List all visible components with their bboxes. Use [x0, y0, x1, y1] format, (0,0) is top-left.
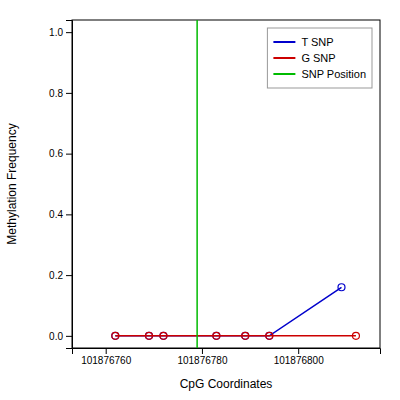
y-axis-title: Methylation Frequency [5, 123, 19, 244]
legend-swatch [273, 41, 295, 43]
tick: 101876780 [177, 348, 227, 366]
tick-mark [66, 154, 72, 155]
x-axis-title: CpG Coordinates [180, 377, 273, 391]
plot-area: 1018767601018767801018768000.00.20.40.60… [49, 20, 380, 366]
legend-swatch [273, 73, 295, 75]
tick-label: 1.0 [49, 27, 63, 38]
point [112, 332, 119, 339]
tick-label: 0.8 [49, 88, 63, 99]
tick-mark [66, 214, 72, 215]
tick-label: 101876800 [274, 355, 324, 366]
legend-label: G SNP [301, 52, 335, 64]
legend-label: T SNP [301, 36, 333, 48]
tick: 0.6 [49, 148, 72, 159]
tick-mark [106, 348, 107, 354]
tick-label: 101876780 [177, 355, 227, 366]
tick: 0.8 [49, 88, 72, 99]
tick-mark [202, 348, 203, 354]
legend: T SNP G SNP SNP Position [267, 28, 372, 88]
chart: 1018767601018767801018768000.00.20.40.60… [0, 0, 400, 400]
tick: 0.4 [49, 209, 72, 220]
point [242, 332, 249, 339]
tick: 0.2 [49, 270, 72, 281]
series-line [115, 287, 341, 336]
tick-mark [66, 336, 72, 337]
tick-mark [66, 93, 72, 94]
point [266, 332, 273, 339]
series-line [115, 335, 356, 337]
plot-frame [72, 20, 380, 348]
tick: 1.0 [49, 27, 72, 38]
vertical-line [196, 20, 198, 348]
point [338, 284, 345, 291]
point [160, 332, 167, 339]
tick-label: 0.4 [49, 209, 63, 220]
tick: 101876760 [81, 348, 131, 366]
tick-label: 0.2 [49, 270, 63, 281]
tick-label: 0.6 [49, 148, 63, 159]
tick-mark [66, 32, 72, 33]
legend-frame [267, 28, 372, 88]
point [146, 332, 153, 339]
point [213, 332, 220, 339]
x-axis: 101876760 101876780 101876800 [73, 348, 381, 366]
tick-label: 101876760 [81, 355, 131, 366]
y-axis: 0.0 0.2 0.4 0.6 0.8 1.0 [49, 21, 72, 349]
tick: 0.0 [49, 331, 72, 342]
tick-label: 0.0 [49, 331, 63, 342]
tick: 101876800 [274, 348, 324, 366]
tick-mark [298, 348, 299, 354]
point [352, 332, 359, 339]
legend-swatch [273, 57, 295, 59]
legend-label: SNP Position [301, 68, 366, 80]
axis-line [73, 349, 381, 355]
tick-mark [66, 275, 72, 276]
